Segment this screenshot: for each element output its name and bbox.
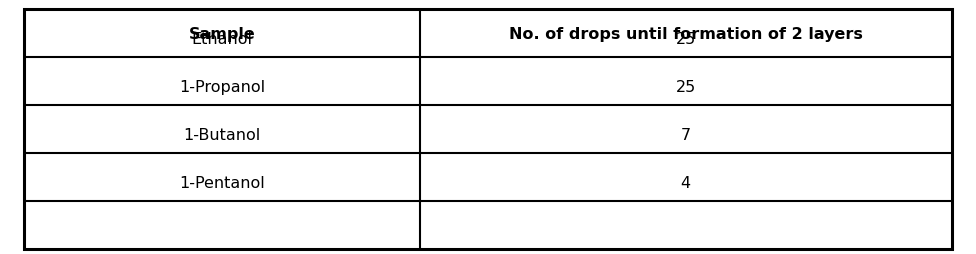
Text: 1-Pentanol: 1-Pentanol — [180, 176, 264, 190]
Text: 7: 7 — [680, 128, 691, 143]
Text: Sample: Sample — [188, 27, 256, 41]
Text: 1-Propanol: 1-Propanol — [179, 80, 265, 95]
Text: 4: 4 — [680, 176, 691, 190]
Text: No. of drops until formation of 2 layers: No. of drops until formation of 2 layers — [508, 27, 863, 41]
Text: 1-Butanol: 1-Butanol — [183, 128, 261, 143]
Text: Ethanol: Ethanol — [191, 32, 253, 47]
Text: 25: 25 — [675, 80, 696, 95]
Text: 25: 25 — [675, 32, 696, 47]
